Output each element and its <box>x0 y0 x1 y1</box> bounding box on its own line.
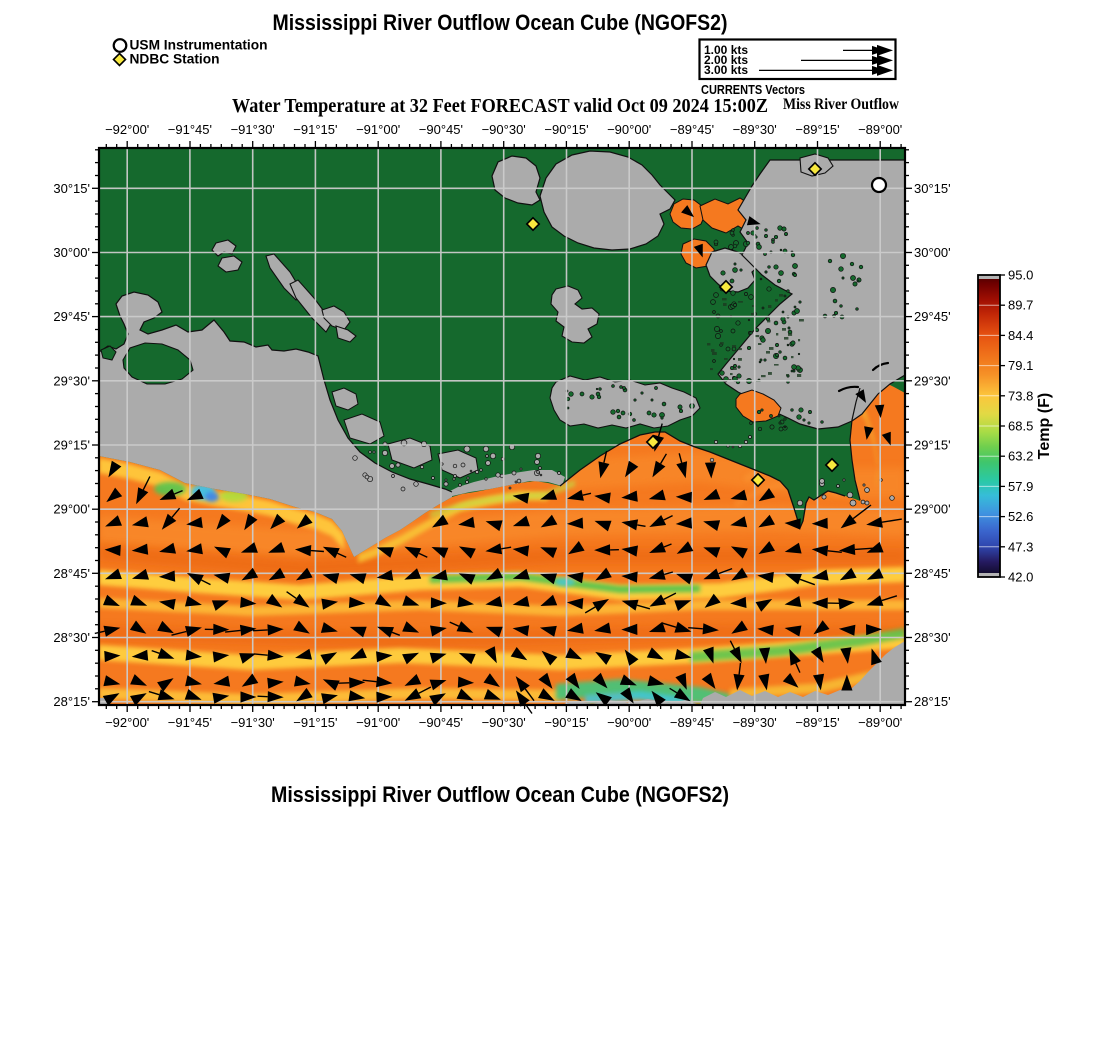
svg-text:3.00 kts: 3.00 kts <box>704 63 748 77</box>
svg-text:NDBC Station: NDBC Station <box>130 51 220 67</box>
svg-text:30°15': 30°15' <box>53 181 90 196</box>
svg-text:29°45': 29°45' <box>914 309 951 324</box>
svg-text:79.1: 79.1 <box>1008 358 1033 373</box>
svg-text:28°45': 28°45' <box>914 566 951 581</box>
svg-text:USM Instrumentation: USM Instrumentation <box>130 37 268 53</box>
svg-text:−89°30': −89°30' <box>733 715 777 730</box>
svg-text:1.00 kts: 1.00 kts <box>704 43 748 57</box>
svg-text:30°15': 30°15' <box>914 181 951 196</box>
svg-text:Miss River Outflow: Miss River Outflow <box>783 96 899 113</box>
svg-text:−90°45': −90°45' <box>419 715 463 730</box>
svg-text:−91°00': −91°00' <box>356 122 400 137</box>
svg-text:−90°15': −90°15' <box>544 122 588 137</box>
svg-text:−89°45': −89°45' <box>670 715 714 730</box>
svg-text:−92°00': −92°00' <box>105 122 149 137</box>
svg-text:47.3: 47.3 <box>1008 539 1033 554</box>
svg-text:−91°45': −91°45' <box>168 715 212 730</box>
svg-text:−89°45': −89°45' <box>670 122 714 137</box>
svg-text:28°15': 28°15' <box>914 694 951 709</box>
svg-text:68.5: 68.5 <box>1008 419 1033 434</box>
svg-text:29°45': 29°45' <box>53 309 90 324</box>
svg-text:95.0: 95.0 <box>1008 268 1033 283</box>
svg-text:42.0: 42.0 <box>1008 570 1033 585</box>
svg-text:28°30': 28°30' <box>914 630 951 645</box>
svg-text:30°00': 30°00' <box>914 245 951 260</box>
svg-text:−92°00': −92°00' <box>105 715 149 730</box>
svg-text:−90°00': −90°00' <box>607 122 651 137</box>
svg-text:84.4: 84.4 <box>1008 328 1033 343</box>
svg-text:28°15': 28°15' <box>53 694 90 709</box>
svg-text:28°45': 28°45' <box>53 566 90 581</box>
svg-text:−89°00': −89°00' <box>858 715 902 730</box>
svg-text:29°15': 29°15' <box>914 438 951 453</box>
svg-text:−91°45': −91°45' <box>168 122 212 137</box>
svg-text:−89°15': −89°15' <box>795 122 839 137</box>
svg-text:2.00 kts: 2.00 kts <box>704 53 748 67</box>
svg-text:29°30': 29°30' <box>914 373 951 388</box>
svg-text:57.9: 57.9 <box>1008 479 1033 494</box>
svg-text:30°00': 30°00' <box>53 245 90 260</box>
svg-text:28°30': 28°30' <box>53 630 90 645</box>
svg-text:−91°30': −91°30' <box>231 122 275 137</box>
svg-text:73.8: 73.8 <box>1008 388 1033 403</box>
svg-text:−91°15': −91°15' <box>293 122 337 137</box>
svg-text:Water Temperature at 32 Feet F: Water Temperature at 32 Feet FORECAST va… <box>232 95 768 117</box>
svg-text:−91°15': −91°15' <box>293 715 337 730</box>
svg-text:−90°15': −90°15' <box>544 715 588 730</box>
svg-text:Temp (F): Temp (F) <box>1036 393 1053 459</box>
svg-text:29°30': 29°30' <box>53 373 90 388</box>
svg-text:CURRENTS Vectors: CURRENTS Vectors <box>701 83 805 97</box>
svg-text:−90°00': −90°00' <box>607 715 651 730</box>
svg-text:−89°30': −89°30' <box>733 122 777 137</box>
svg-text:−90°45': −90°45' <box>419 122 463 137</box>
svg-text:29°00': 29°00' <box>53 502 90 517</box>
svg-text:−89°15': −89°15' <box>795 715 839 730</box>
svg-text:−91°30': −91°30' <box>231 715 275 730</box>
svg-text:52.6: 52.6 <box>1008 509 1033 524</box>
svg-text:89.7: 89.7 <box>1008 298 1033 313</box>
svg-text:−90°30': −90°30' <box>482 715 526 730</box>
svg-text:−89°00': −89°00' <box>858 122 902 137</box>
svg-text:Mississippi River Outflow Ocea: Mississippi River Outflow Ocean Cube (NG… <box>273 10 728 35</box>
svg-text:29°00': 29°00' <box>914 502 951 517</box>
svg-text:29°15': 29°15' <box>53 438 90 453</box>
svg-text:63.2: 63.2 <box>1008 449 1033 464</box>
svg-text:−90°30': −90°30' <box>482 122 526 137</box>
svg-text:−91°00': −91°00' <box>356 715 400 730</box>
svg-text:Mississippi River Outflow Ocea: Mississippi River Outflow Ocean Cube (NG… <box>271 782 729 807</box>
